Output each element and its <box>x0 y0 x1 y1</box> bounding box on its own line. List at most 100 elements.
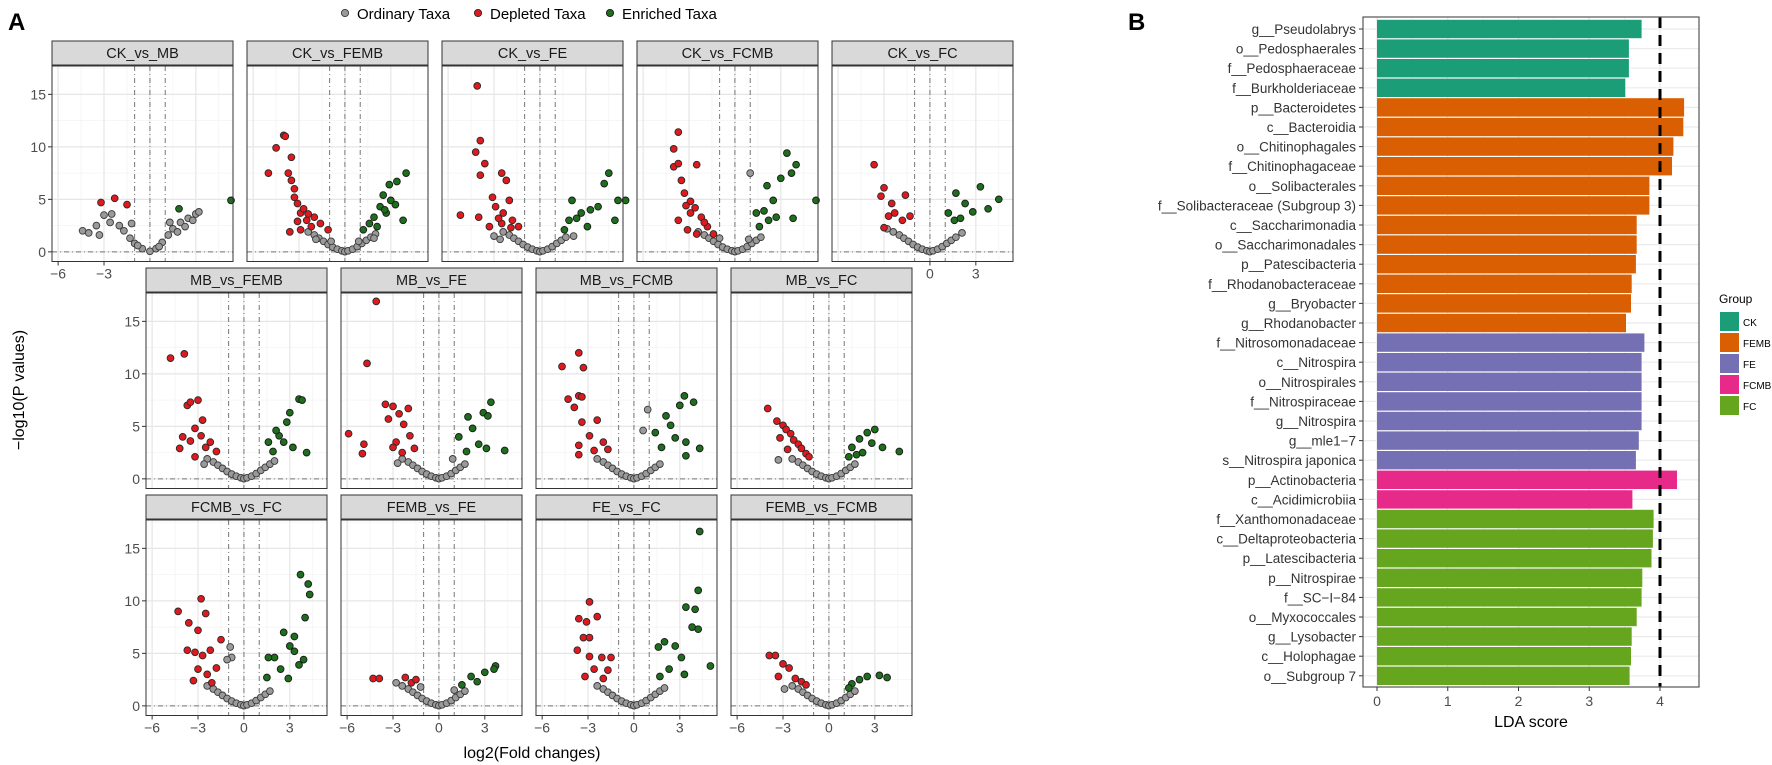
depleted-taxon-point <box>677 176 686 185</box>
enriched-taxon-point <box>689 398 698 407</box>
enriched-taxon-point <box>285 408 294 417</box>
taxon-label: c__Deltaproteobacteria <box>1216 532 1356 547</box>
depleted-taxon-point <box>599 438 608 446</box>
depleted-taxon-point <box>281 132 290 141</box>
ordinary-taxon-point <box>126 234 134 243</box>
enriched-taxon-point <box>370 213 378 222</box>
volcano-plots: CK_vs_MB 0 5 10 15 −6 −3 CK_vs_FEMB CK_vs_FE CK_v… <box>11 6 1014 762</box>
lda-bar <box>1377 215 1637 235</box>
legend-key <box>1720 333 1739 352</box>
lda-bar <box>1377 392 1642 411</box>
legend-key <box>1720 396 1739 415</box>
depleted-taxon-point <box>692 160 701 169</box>
depleted-taxon-point <box>97 198 105 207</box>
depleted-taxon-point <box>776 434 784 442</box>
depleted-taxon-point <box>401 673 410 682</box>
taxon-label: f__SC−I−84 <box>1284 590 1357 605</box>
lda-bar <box>1377 19 1642 39</box>
legend-label: FC <box>1743 402 1756 413</box>
enriched-taxon-point <box>752 209 761 217</box>
x-tick-label: 0 <box>825 720 833 736</box>
depleted-taxon-point <box>593 416 602 424</box>
legend-key <box>1720 354 1739 373</box>
ordinary-taxon-point <box>774 456 783 464</box>
x-tick-label: −3 <box>190 720 206 736</box>
ordinary-taxon-point <box>92 221 101 230</box>
enriched-taxon-point <box>875 671 884 680</box>
taxon-label: f__Xanthomonadaceae <box>1216 512 1356 527</box>
volcano-panel: CK_vs_FE <box>441 40 630 263</box>
lda-bar <box>1377 588 1642 607</box>
ordinary-taxon-point <box>226 643 235 651</box>
enriched-taxon-point <box>867 439 876 447</box>
enriched-taxon-point <box>264 438 273 446</box>
panel-background <box>51 40 234 263</box>
depleted-taxon-point <box>692 230 701 238</box>
lda-bar <box>1377 470 1677 489</box>
depleted-taxon-point <box>399 420 408 429</box>
depleted-taxon-point <box>574 441 583 450</box>
lda-bar <box>1377 607 1637 627</box>
enriched-taxon-point <box>399 216 407 225</box>
enriched-taxon-point <box>500 446 509 455</box>
lda-bar <box>1377 294 1631 313</box>
facet-title: CK_vs_FE <box>498 46 568 62</box>
taxon-label: p__Patescibacteria <box>1241 257 1356 272</box>
facet-strip <box>730 267 913 293</box>
depleted-taxon-point <box>574 450 583 459</box>
depleted-taxon-point <box>398 448 407 457</box>
ordinary-taxon-point <box>327 237 335 246</box>
lda-bar <box>1377 529 1653 548</box>
depleted-taxon-point <box>581 672 589 681</box>
y-axis-title: −log10(P values) <box>11 330 28 450</box>
depleted-taxon-point <box>184 619 193 627</box>
ordinary-taxon-point <box>562 233 570 242</box>
lda-bar <box>1377 176 1650 195</box>
taxon-label: s__Nitrospira japonica <box>1222 453 1356 468</box>
legend-label: FE <box>1743 360 1756 371</box>
ordinary-taxon-point <box>266 687 274 695</box>
depleted-taxon-point <box>290 184 299 193</box>
depleted-taxon-point <box>599 674 608 683</box>
enriched-taxon-point <box>304 580 313 588</box>
enriched-taxon-point <box>968 208 977 216</box>
volcano-panel: MB_vs_FEMB 0 5 10 15 <box>124 267 328 490</box>
taxon-label: o__Solibacterales <box>1249 179 1357 194</box>
ordinary-taxon-point <box>106 218 114 227</box>
depleted-taxon-point <box>296 225 305 234</box>
lda-bar <box>1377 647 1631 666</box>
x-tick-label: −3 <box>96 266 112 282</box>
lda-bar <box>1377 431 1639 450</box>
taxon-label: f__Solibacteraceae (Subgroup 3) <box>1158 198 1356 213</box>
panel-background <box>535 267 718 490</box>
enriched-taxon-point <box>994 195 1003 204</box>
ordinary-taxon-point <box>200 460 208 468</box>
ordinary-taxon-point <box>788 682 797 690</box>
depleted-taxon-point <box>316 219 325 228</box>
y-tick-label: 0 <box>132 471 140 487</box>
ordinary-taxon-point <box>656 460 664 468</box>
enriched-taxon-point <box>393 177 401 186</box>
depleted-taxon-point <box>299 204 308 213</box>
depleted-taxon-point <box>578 418 586 426</box>
depleted-taxon-point <box>901 191 910 199</box>
enriched-taxon-point <box>776 174 785 183</box>
lda-bar <box>1377 509 1654 529</box>
depleted-taxon-point <box>570 403 579 412</box>
enriched-taxon-point <box>878 443 887 452</box>
depleted-taxon-point <box>389 443 397 452</box>
enriched-taxon-point <box>285 642 294 650</box>
x-axis-title: LDA score <box>1494 714 1568 731</box>
depleted-taxon-point <box>773 417 781 425</box>
depleted-taxon-point <box>585 633 594 642</box>
depleted-taxon-point <box>310 213 319 222</box>
ordinary-taxon-point <box>165 218 174 227</box>
enriched-taxon-point <box>289 443 297 452</box>
ordinary-taxon-point <box>354 237 363 246</box>
taxon-label: g__Lysobacter <box>1268 630 1357 645</box>
depleted-taxon-point <box>304 210 313 218</box>
lda-bar <box>1377 39 1629 58</box>
enriched-taxon-point <box>755 222 764 231</box>
taxon-label: c__Nitrospira <box>1276 355 1356 370</box>
depleted-taxon-point <box>597 653 606 662</box>
